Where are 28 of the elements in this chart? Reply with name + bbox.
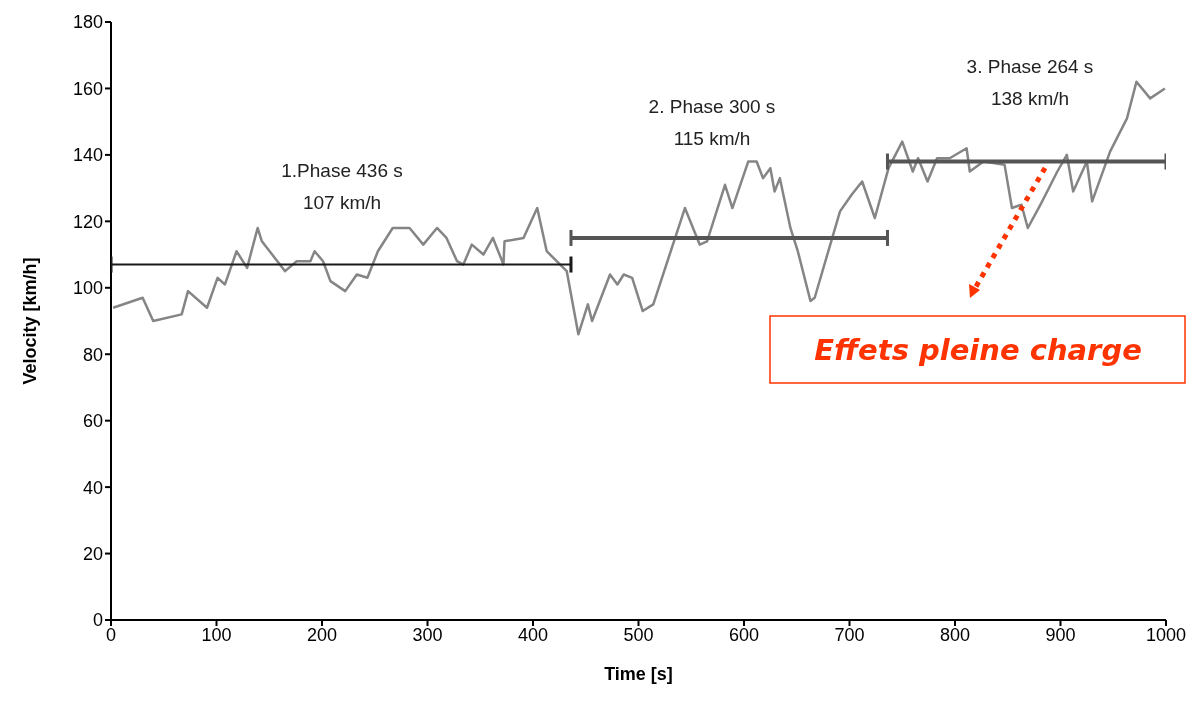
x-tick-label: 300: [412, 624, 443, 645]
y-tick-label: 0: [92, 610, 103, 631]
x-tick-label: 700: [834, 624, 865, 645]
line-series: [111, 80, 1166, 336]
x-tick-label: 600: [728, 624, 760, 645]
annotation: 1.Phase 436 s 107 km/h: [281, 160, 403, 213]
x-tick-label: 1000: [1145, 624, 1187, 645]
y-axis-title: Velocity [km/h]: [20, 257, 41, 385]
y-tick-label: 100: [72, 278, 103, 299]
annotation: 2. Phase 300 s 115 km/h: [648, 96, 776, 149]
y-tick-label: 160: [72, 78, 103, 99]
y-tick-label: 40: [82, 477, 103, 498]
y-tick-label: 140: [72, 145, 103, 166]
y-tick-label: 180: [72, 12, 103, 33]
x-tick-label: 500: [623, 624, 654, 645]
x-tick-label: 100: [201, 624, 232, 645]
x-axis-title: Time [s]: [604, 664, 673, 684]
annotation: Effets pleine charge: [814, 333, 1142, 367]
y-tick-label: 60: [82, 411, 103, 432]
y-tick-label: 80: [82, 344, 103, 365]
annotation: 3. Phase 264 s 138 km/h: [966, 56, 1094, 109]
y-tick-label: 120: [72, 211, 103, 232]
y-tick-label: 20: [82, 543, 103, 564]
x-tick-label: 800: [939, 624, 971, 645]
x-tick-label: 900: [1045, 624, 1076, 645]
x-tick-label: 0: [105, 624, 117, 645]
x-tick-label: 200: [306, 624, 338, 645]
x-tick-label: 400: [517, 624, 549, 645]
